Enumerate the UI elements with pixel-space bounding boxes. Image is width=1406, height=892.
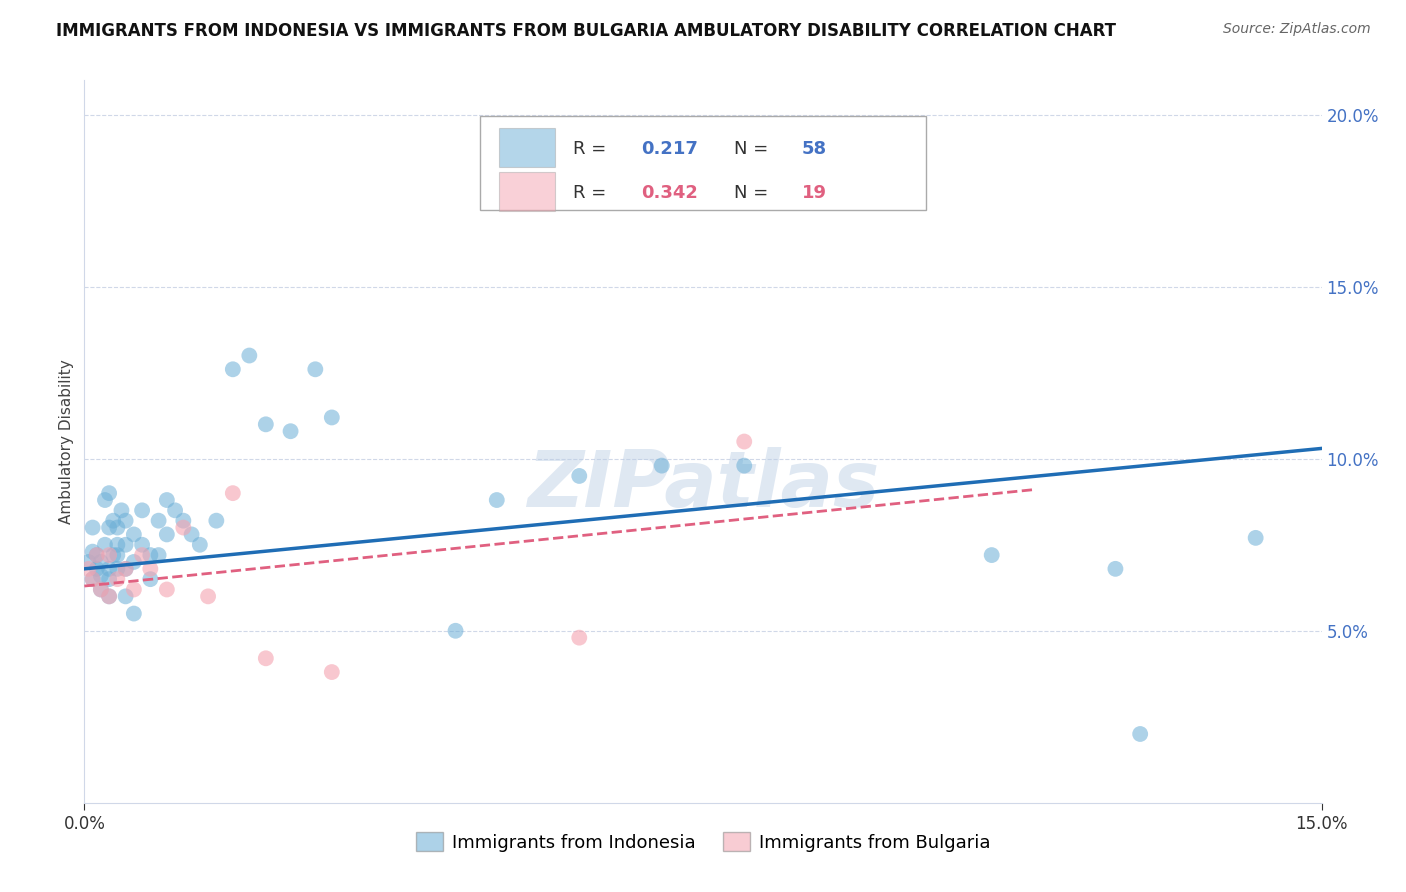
Point — [82, 572, 104, 586]
Point — [94, 493, 117, 508]
Point — [222, 486, 245, 500]
Point — [1244, 531, 1267, 545]
Point — [105, 538, 128, 552]
Point — [110, 503, 132, 517]
Text: 0.342: 0.342 — [641, 185, 697, 202]
Point — [105, 548, 128, 562]
Point — [114, 538, 136, 552]
Point — [114, 514, 136, 528]
Point — [105, 520, 128, 534]
Point — [103, 514, 125, 528]
Point — [205, 514, 228, 528]
Point — [98, 590, 121, 604]
Point — [172, 514, 194, 528]
Text: 0.217: 0.217 — [641, 140, 697, 158]
Point — [733, 458, 755, 473]
Point — [172, 520, 194, 534]
Point — [114, 562, 136, 576]
Point — [98, 572, 121, 586]
Point — [131, 503, 153, 517]
Point — [733, 434, 755, 449]
Point — [1104, 562, 1126, 576]
Legend: Immigrants from Indonesia, Immigrants from Bulgaria: Immigrants from Indonesia, Immigrants fr… — [409, 825, 997, 859]
Point — [197, 590, 219, 604]
Point — [304, 362, 326, 376]
Y-axis label: Ambulatory Disability: Ambulatory Disability — [59, 359, 75, 524]
Text: ZIPatlas: ZIPatlas — [527, 447, 879, 523]
Point — [82, 544, 104, 558]
Point — [280, 424, 302, 438]
Point — [82, 520, 104, 534]
Point — [122, 527, 145, 541]
Point — [1129, 727, 1152, 741]
Text: N =: N = — [734, 140, 773, 158]
Point — [148, 514, 170, 528]
Point — [980, 548, 1002, 562]
Point — [98, 562, 121, 576]
Point — [122, 555, 145, 569]
Point — [568, 469, 591, 483]
Text: 58: 58 — [801, 140, 827, 158]
Point — [114, 562, 136, 576]
Point — [139, 548, 162, 562]
Text: IMMIGRANTS FROM INDONESIA VS IMMIGRANTS FROM BULGARIA AMBULATORY DISABILITY CORR: IMMIGRANTS FROM INDONESIA VS IMMIGRANTS … — [56, 22, 1116, 40]
Point — [188, 538, 211, 552]
Point — [98, 590, 121, 604]
Point — [165, 503, 187, 517]
Point — [180, 527, 202, 541]
Point — [114, 590, 136, 604]
Point — [82, 572, 104, 586]
Point — [131, 538, 153, 552]
Text: 19: 19 — [801, 185, 827, 202]
FancyBboxPatch shape — [481, 117, 925, 211]
Point — [86, 562, 108, 576]
Point — [98, 520, 121, 534]
Point — [321, 665, 343, 679]
Point — [105, 572, 128, 586]
Point — [77, 562, 100, 576]
Bar — [499, 172, 554, 211]
Point — [90, 555, 112, 569]
Text: R =: R = — [574, 140, 612, 158]
Point — [254, 417, 277, 432]
Point — [77, 555, 100, 569]
Point — [122, 582, 145, 597]
Point — [86, 548, 108, 562]
Point — [90, 568, 112, 582]
Point — [94, 538, 117, 552]
Point — [90, 582, 112, 597]
Point — [139, 572, 162, 586]
Text: Source: ZipAtlas.com: Source: ZipAtlas.com — [1223, 22, 1371, 37]
Bar — [499, 128, 554, 168]
Point — [651, 458, 673, 473]
Point — [254, 651, 277, 665]
Point — [238, 349, 260, 363]
Point — [568, 631, 591, 645]
Text: N =: N = — [734, 185, 773, 202]
Point — [156, 582, 179, 597]
Point — [86, 548, 108, 562]
Point — [139, 562, 162, 576]
Point — [122, 607, 145, 621]
Point — [222, 362, 245, 376]
Point — [105, 562, 128, 576]
Point — [485, 493, 508, 508]
Point — [156, 493, 179, 508]
Point — [98, 548, 121, 562]
Point — [156, 527, 179, 541]
Point — [131, 548, 153, 562]
Point — [98, 486, 121, 500]
Text: R =: R = — [574, 185, 612, 202]
Point — [321, 410, 343, 425]
Point — [90, 582, 112, 597]
Point — [103, 548, 125, 562]
Point — [444, 624, 467, 638]
Point — [148, 548, 170, 562]
